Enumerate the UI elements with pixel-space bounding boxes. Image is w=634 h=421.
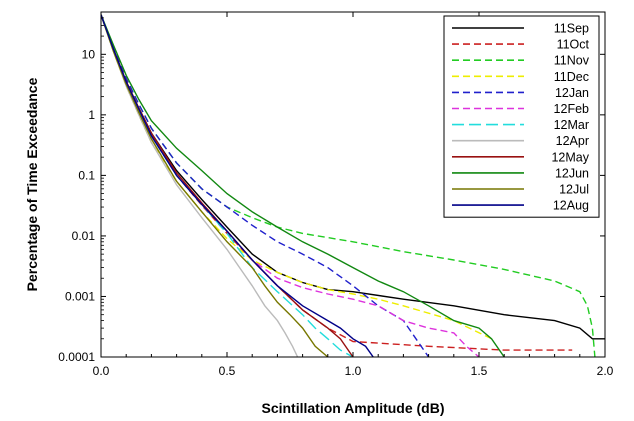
y-tick-label: 0.01 [72, 229, 96, 243]
legend-label: 12May [551, 150, 589, 164]
series-line-12Jan [101, 14, 430, 357]
x-tick-label: 2.0 [597, 364, 614, 378]
series-line-12Feb [101, 14, 480, 357]
legend-label: 12Apr [556, 134, 589, 148]
series-line-12May [101, 14, 354, 357]
x-tick-label: 1.0 [345, 364, 362, 378]
legend-label: 12Jun [555, 166, 589, 180]
legend: 11Sep 11Oct 11Nov 11Dec 12Jan 12Feb 12Mar 12Apr… [443, 15, 600, 218]
x-tick-label: 0.0 [93, 364, 110, 378]
y-tick-label: 0.001 [65, 289, 95, 303]
y-tick-label: 10 [82, 47, 96, 61]
legend-label: 11Dec [554, 70, 589, 84]
series-line-12Mar [101, 14, 354, 357]
legend-label: 11Sep [554, 22, 589, 36]
legend-label: 11Oct [557, 38, 590, 52]
series-line-12Jun [101, 14, 505, 357]
legend-label: 12Aug [553, 199, 589, 213]
y-tick-label: 0.1 [78, 168, 95, 182]
legend-label: 12Jul [559, 183, 589, 197]
legend-label: 12Jan [555, 86, 589, 100]
y-tick-label: 1 [88, 108, 95, 122]
x-axis-label: Scintillation Amplitude (dB) [261, 400, 444, 416]
x-tick-label: 1.5 [471, 364, 488, 378]
y-axis-label: Percentage of Time Exceedance [24, 77, 40, 291]
y-tick-label: 0.0001 [58, 350, 95, 364]
legend-label: 11Nov [554, 54, 590, 68]
plot-area [101, 14, 605, 357]
legend-box [443, 15, 600, 218]
axes: 0.0 0.5 1.0 1.5 2.0 0.0001 0.001 0.01 0.1 1 10 [58, 11, 614, 378]
series-line-12Apr [101, 14, 299, 357]
legend-label: 12Mar [554, 118, 589, 132]
x-tick-label: 0.5 [219, 364, 236, 378]
series-line-12Jul [101, 14, 329, 357]
legend-label: 12Feb [554, 102, 589, 116]
series-line-12Aug [101, 14, 374, 357]
series-line-11Dec [101, 14, 492, 340]
